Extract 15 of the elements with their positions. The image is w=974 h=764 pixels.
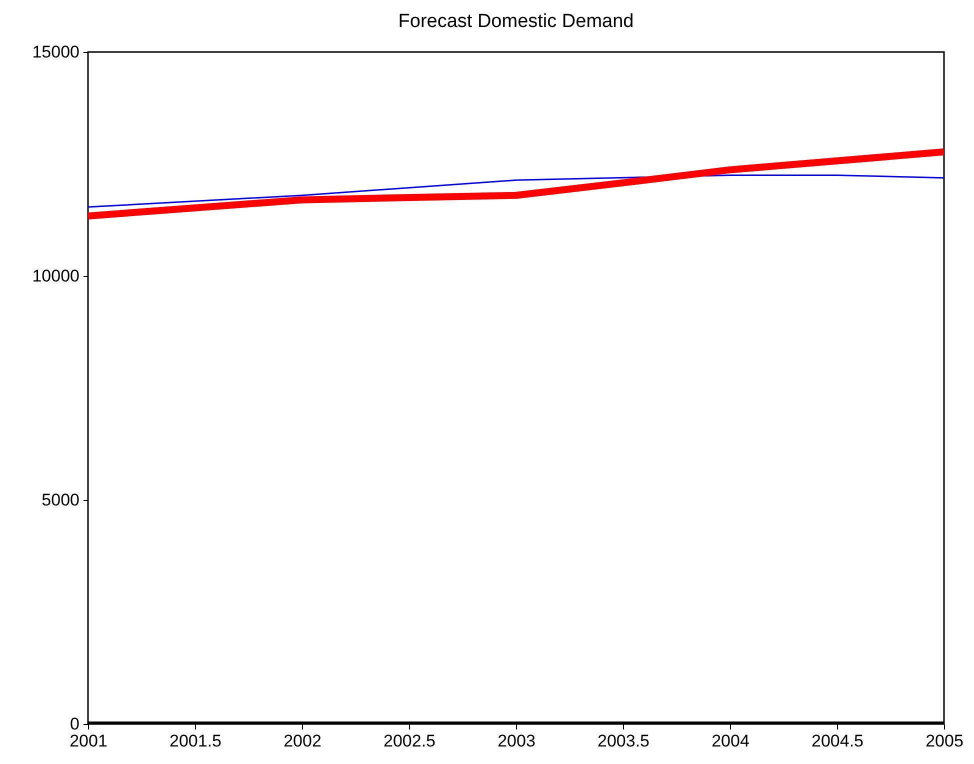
y-tick-label: 5000 — [42, 490, 80, 510]
line-series — [88, 174, 944, 208]
y-tick-label: 0 — [70, 714, 80, 734]
x-tick-label: 2001.5 — [170, 732, 222, 750]
x-tick-label: 2002.5 — [384, 732, 436, 750]
y-tick-label: 10000 — [32, 266, 80, 286]
y-tick-label: 15000 — [32, 42, 80, 62]
x-tick-label: 2003.5 — [598, 732, 650, 750]
chart-title: Forecast Domestic Demand — [398, 11, 634, 32]
x-tick-label: 2005 — [926, 732, 964, 750]
x-tick-label: 2002 — [284, 732, 322, 750]
x-tick-label: 2001 — [70, 732, 108, 750]
x-tick-label: 2004 — [712, 732, 750, 750]
x-tick-label: 2003 — [498, 732, 536, 750]
x-tick-label: 2004.5 — [812, 732, 864, 750]
